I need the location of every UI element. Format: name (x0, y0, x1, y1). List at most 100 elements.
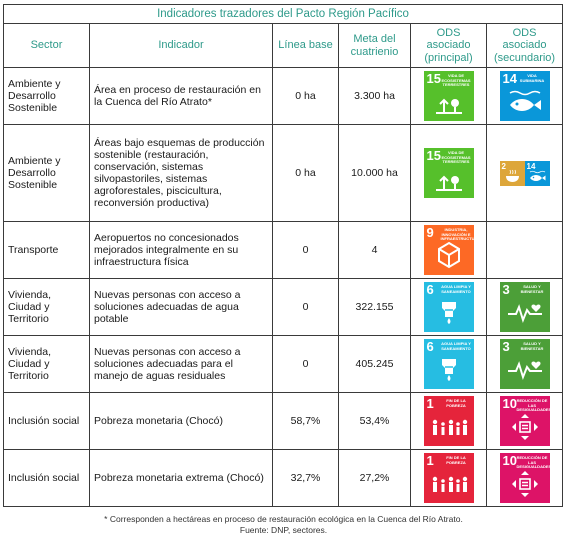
sdg-number: 6 (426, 339, 434, 354)
ods-principal-cell: 1 Fin de la pobreza (410, 449, 487, 507)
source-note: Fuente: DNP, sectores. (239, 525, 328, 535)
header-sector: Sector (3, 23, 90, 68)
sdg-pictogram-icon (432, 476, 467, 492)
goal-cell: 322.155 (338, 278, 411, 336)
sdg-6-clean-water-icon: 6 Agua limpia y saneamiento (423, 339, 474, 389)
table-title: Indicadores trazadores del Pacto Región … (2, 4, 564, 24)
indicator-cell: Áreas bajo esquemas de producción sosten… (89, 124, 273, 222)
ods-principal-cell: 6 Agua limpia y saneamiento (410, 278, 487, 336)
sdg-label: Vida de ecosistemas terrestres (441, 150, 471, 165)
sdg-number: 3 (502, 339, 510, 354)
header-meta: Meta del cuatrienio (338, 23, 411, 68)
baseline-cell: 0 ha (272, 67, 339, 125)
baseline-cell: 0 (272, 335, 339, 393)
ods-principal-cell: 1 Fin de la pobreza (410, 392, 487, 450)
sdg-pictogram-icon (435, 175, 462, 191)
sdg-pictogram-icon (507, 361, 542, 381)
sdg-2-zero-hunger-icon: 2 (499, 160, 525, 186)
sdg-pictogram-icon (437, 241, 460, 269)
table-row: Inclusión social Pobreza monetaria (Choc… (3, 392, 564, 450)
sdg-15-life-on-land-icon: 15 Vida de ecosistemas terrestres (423, 148, 474, 198)
goal-cell: 53,4% (338, 392, 411, 450)
ods-principal-cell: 9 Industria, innovación e infraestructura (410, 221, 487, 279)
sdg-3-good-health-icon: 3 Salud y bienestar (499, 339, 550, 389)
ods-secundario-cell: 3 Salud y bienestar (485, 278, 564, 336)
table-notes: * Corresponden a hectáreas en proceso de… (0, 514, 567, 536)
sdg-number: 1 (426, 396, 434, 411)
table-title-row: Indicadores trazadores del Pacto Región … (2, 4, 564, 24)
sdg-label: Agua limpia y saneamiento (441, 284, 471, 294)
sdg-1-no-poverty-icon: 1 Fin de la pobreza (423, 453, 474, 503)
sdg-label: Fin de la pobreza (446, 398, 466, 408)
sdg-number: 10 (502, 453, 517, 468)
baseline-cell: 0 (272, 221, 339, 279)
sdg-label: Vida de ecosistemas terrestres (441, 73, 471, 88)
ods-principal-cell: 15 Vida de ecosistemas terrestres (410, 67, 487, 125)
sdg-label: Fin de la pobreza (446, 455, 466, 465)
sdg-number: 14 (502, 71, 517, 86)
sdg-15-life-on-land-icon: 15 Vida de ecosistemas terrestres (423, 71, 474, 121)
goal-cell: 405.245 (338, 335, 411, 393)
goal-cell: 3.300 ha (338, 67, 411, 125)
sdg-9-industry-innovation-icon: 9 Industria, innovación e infraestructura (423, 225, 474, 275)
baseline-cell: 32,7% (272, 449, 339, 507)
indicator-cell: Nuevas personas con acceso a soluciones … (89, 278, 273, 336)
ods-secundario-cell (485, 221, 564, 279)
table-row: Ambiente y Desarrollo Sostenible Áreas b… (3, 124, 564, 222)
sector-cell: Transporte (3, 221, 90, 279)
indicator-cell: Pobreza monetaria extrema (Chocó) (89, 449, 273, 507)
indicator-cell: Pobreza monetaria (Chocó) (89, 392, 273, 450)
ods-secundario-cell: 10 Reducción de las desigualdades (485, 449, 564, 507)
header-row: Sector Indicador Línea base Meta del cua… (3, 23, 564, 68)
sdg-number: 1 (426, 453, 434, 468)
baseline-cell: 58,7% (272, 392, 339, 450)
table-row: Transporte Aeropuertos no concesionados … (3, 221, 564, 279)
sdg-label: Salud y bienestar (520, 284, 544, 294)
sdg-pictogram-icon (511, 471, 538, 497)
footnote: * Corresponden a hectáreas en proceso de… (104, 514, 463, 524)
sdg-14-life-below-water-icon: 14 Vida submarina (499, 71, 550, 121)
sdg-number: 15 (426, 148, 441, 163)
sector-cell: Inclusión social (3, 449, 90, 507)
sdg-pictogram-icon (511, 414, 538, 440)
ods-secundario-cell: 14 Vida submarina (485, 67, 564, 125)
indicator-cell: Aeropuertos no concesionados mejorados i… (89, 221, 273, 279)
sdg-3-good-health-icon: 3 Salud y bienestar (499, 282, 550, 332)
sdg-pictogram-icon (529, 170, 546, 181)
sdg-number: 10 (502, 396, 517, 411)
sdg-1-no-poverty-icon: 1 Fin de la pobreza (423, 396, 474, 446)
indicator-cell: Área en proceso de restauración en la Cu… (89, 67, 273, 125)
indicator-cell: Nuevas personas con acceso a soluciones … (89, 335, 273, 393)
sdg-pictogram-icon (505, 169, 519, 182)
indicators-table: Indicadores trazadores del Pacto Región … (2, 4, 564, 507)
sdg-label: Agua limpia y saneamiento (441, 341, 471, 351)
header-ods-secundario: ODS asociado (secundario) (485, 23, 564, 68)
baseline-cell: 0 (272, 278, 339, 336)
sdg-14-life-below-water-icon: 14 (524, 160, 550, 186)
sector-cell: Inclusión social (3, 392, 90, 450)
sdg-pictogram-icon (435, 98, 462, 114)
table-row: Vivienda, Ciudad y Territorio Nuevas per… (3, 335, 564, 393)
goal-cell: 27,2% (338, 449, 411, 507)
sector-cell: Ambiente y Desarrollo Sostenible (3, 124, 90, 222)
sector-cell: Vivienda, Ciudad y Territorio (3, 335, 90, 393)
sector-cell: Vivienda, Ciudad y Territorio (3, 278, 90, 336)
ods-secundario-cell: 10 Reducción de las desigualdades (485, 392, 564, 450)
sdg-label: Vida submarina (519, 73, 545, 83)
sdg-pictogram-icon (441, 359, 456, 381)
sdg-number: 6 (426, 282, 434, 297)
header-ods-principal: ODS asociado (principal) (410, 23, 487, 68)
sdg-pictogram-icon (507, 304, 542, 324)
sdg-number: 3 (502, 282, 510, 297)
ods-principal-cell: 6 Agua limpia y saneamiento (410, 335, 487, 393)
sdg-10-reduced-inequalities-icon: 10 Reducción de las desigualdades (499, 396, 550, 446)
sdg-pictogram-icon (432, 419, 467, 435)
goal-cell: 10.000 ha (338, 124, 411, 222)
ods-secundario-cell: 3 Salud y bienestar (485, 335, 564, 393)
sdg-label: Salud y bienestar (520, 341, 544, 351)
sdg-label: Reducción de las desigualdades (516, 455, 550, 470)
header-indicador: Indicador (89, 23, 273, 68)
sdg-number: 9 (426, 225, 434, 240)
header-linea-base: Línea base (272, 23, 339, 68)
table-row: Inclusión social Pobreza monetaria extre… (3, 449, 564, 507)
